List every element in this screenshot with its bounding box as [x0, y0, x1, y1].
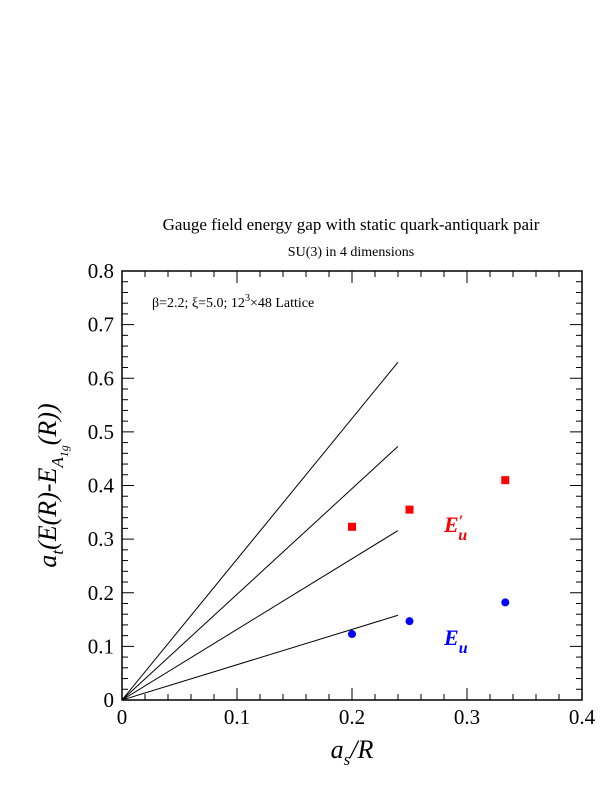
y-tick-label: 0.4: [88, 474, 115, 498]
y-tick-label: 0.6: [88, 366, 114, 390]
y-tick-label: 0.5: [88, 420, 114, 444]
data-point-circle: [501, 598, 510, 607]
data-point-circle: [348, 630, 356, 639]
data-point-circle: [405, 617, 414, 626]
x-tick-label: 0.4: [569, 705, 596, 729]
fit-line: [121, 530, 399, 701]
x-axis-label: as/R: [331, 735, 374, 769]
x-tick-label: 0.2: [339, 705, 365, 729]
data-point-square: [501, 476, 510, 485]
series-label: E′ u: [443, 512, 467, 544]
data-point-square: [348, 522, 356, 531]
lattice-annotation: β=2.2; ξ=5.0; 123×48 Lattice: [152, 293, 314, 311]
series-label: Eu: [443, 625, 468, 657]
fit-line: [121, 361, 399, 701]
y-tick-label: 0.2: [88, 581, 114, 605]
y-tick-label: 0.1: [88, 634, 114, 658]
data-point-square: [405, 505, 414, 514]
x-tick-label: 0: [117, 705, 128, 729]
y-axis-label: at(E(R)-EA1g(R)): [33, 403, 71, 567]
chart-subtitle: SU(3) in 4 dimensions: [288, 245, 414, 260]
y-tick-label: 0: [104, 688, 115, 712]
x-tick-label: 0.1: [224, 705, 250, 729]
x-tick-label: 0.3: [454, 705, 480, 729]
y-tick-label: 0.7: [88, 313, 114, 337]
plot-area: 0 0.1 0.2 0.3 0.4 0 0.1 0.2 0.3 0.4 0.5 0.6 0.7 0.8 β=…: [33, 259, 596, 769]
fit-line: [121, 445, 399, 701]
y-tick-label: 0.3: [88, 527, 114, 551]
y-tick-label: 0.8: [88, 259, 114, 283]
fit-line: [121, 614, 399, 701]
chart-title: Gauge field energy gap with static quark…: [163, 215, 540, 234]
